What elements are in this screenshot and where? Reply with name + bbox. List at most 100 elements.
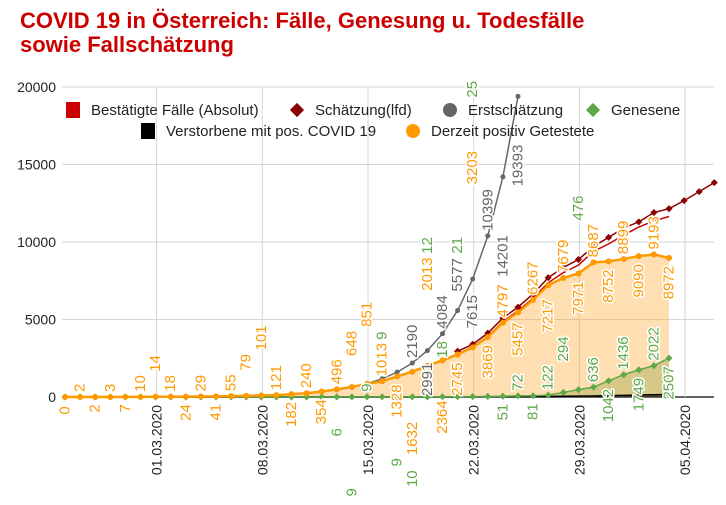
x-tick-label: 01.03.2020 <box>149 405 165 475</box>
data-labels: 2190 2991 4084 5577 7615 10399 14201 19393 0 2 2 3 7… <box>55 79 679 498</box>
legend-label: Erstschätzung <box>468 102 563 119</box>
active-data-label: 182 <box>283 402 300 427</box>
active-point <box>167 393 174 400</box>
recovered-point <box>589 383 598 391</box>
active-data-label: 41 <box>208 404 225 421</box>
active-data-label: 24 <box>177 404 194 421</box>
active-data-label: 29 <box>192 375 209 392</box>
legend-swatch-circle-icon <box>406 124 420 138</box>
first-estimate-point <box>455 308 461 314</box>
active-point <box>560 274 567 281</box>
recovered-data-label: 636 <box>585 357 602 382</box>
chart-title-line2: sowie Fallschätzung <box>20 32 234 57</box>
active-data-label: 8687 <box>585 224 602 257</box>
recovered-data-label: 294 <box>555 336 572 361</box>
active-point <box>77 393 84 400</box>
active-data-label: 55 <box>223 374 240 391</box>
running-estimate-point <box>620 224 628 232</box>
active-cases-area <box>65 254 669 397</box>
running-estimate-point <box>680 197 688 205</box>
first-estimate-data-label: 2991 <box>419 363 436 396</box>
first-estimate-data-label: 10399 <box>479 189 496 231</box>
active-data-label: 8752 <box>600 269 617 302</box>
first-estimate-point <box>515 93 521 99</box>
active-data-label: 2013 <box>419 257 436 290</box>
active-point <box>409 368 416 375</box>
active-point <box>515 309 521 316</box>
running-estimate-point <box>665 205 673 213</box>
recovered-data-label: 18 <box>434 341 451 358</box>
series-lines <box>61 93 718 401</box>
chart-title-line1: COVID 19 in Österreich: Fälle, Genesung … <box>20 8 585 33</box>
running-estimate-point <box>589 243 598 251</box>
legend-label: Schätzung(lfd) <box>315 102 412 119</box>
active-point <box>273 392 280 399</box>
active-data-label: 101 <box>253 325 270 350</box>
recovered-data-label: 10 <box>404 470 421 487</box>
active-data-label: 18 <box>162 375 179 392</box>
y-tick-label: 20000 <box>17 79 56 95</box>
active-point <box>92 393 99 400</box>
recovered-data-label: 2022 <box>645 327 662 360</box>
x-tick-label: 22.03.2020 <box>466 405 482 475</box>
deaths-area <box>65 394 669 397</box>
active-point <box>394 373 401 380</box>
legend-swatch-square-icon <box>66 102 80 118</box>
first-estimate-point <box>394 369 400 375</box>
active-data-label: 4797 <box>494 284 511 317</box>
first-estimate-point <box>409 360 415 366</box>
x-tick-label: 08.03.2020 <box>254 405 270 475</box>
active-point <box>545 282 552 289</box>
active-point <box>228 393 235 400</box>
recovered-data-label: 6 <box>328 428 345 436</box>
recovered-point <box>559 388 567 396</box>
active-data-label: 2 <box>72 384 89 392</box>
legend-swatch-square-icon <box>141 123 155 139</box>
active-data-label: 496 <box>328 359 345 384</box>
first-estimate-point <box>485 233 491 239</box>
active-point <box>575 270 582 277</box>
y-tick-label: 10000 <box>17 234 56 250</box>
active-data-label: 8899 <box>615 221 632 254</box>
recovered-data-label: 1042 <box>600 389 617 422</box>
first-estimate-data-label: 19393 <box>510 145 527 187</box>
recovered-point <box>469 393 477 401</box>
recovered-data-label: 1436 <box>615 336 632 369</box>
recovered-point <box>574 386 582 394</box>
recovered-data-label: 1749 <box>630 378 647 411</box>
active-point <box>318 388 325 395</box>
recovered-point <box>408 393 416 401</box>
active-point <box>666 254 672 261</box>
active-point <box>243 392 250 399</box>
recovered-point <box>333 393 341 401</box>
recovered-data-label: 9 <box>343 488 360 496</box>
running-estimate-point <box>695 188 703 196</box>
running-estimate-point <box>710 179 718 187</box>
axes: 0 5000 10000 15000 20000 01.03.2020 08.03.2020… <box>17 79 693 475</box>
active-data-label: 2364 <box>434 400 451 433</box>
active-data-label: 9090 <box>630 264 647 297</box>
active-point <box>288 391 295 398</box>
recovered-point <box>529 392 537 400</box>
y-tick-label: 15000 <box>17 157 56 173</box>
active-point <box>258 392 265 399</box>
recovered-data-label: 51 <box>494 404 511 421</box>
recovered-point <box>438 393 447 401</box>
legend-swatch-diamond-icon <box>289 102 305 118</box>
active-data-label: 354 <box>313 399 330 424</box>
recovered-point <box>635 366 643 374</box>
active-point <box>620 256 627 263</box>
legend-label: Bestätigte Fälle (Absolut) <box>91 102 259 119</box>
recovered-point <box>514 392 522 400</box>
first-estimate-point <box>470 276 476 282</box>
active-point <box>152 393 159 400</box>
areas <box>65 254 669 397</box>
recovered-area <box>65 358 669 397</box>
active-data-label: 851 <box>359 302 376 327</box>
recovered-data-label: 25 <box>464 81 481 98</box>
first-estimate-data-label: 14201 <box>494 235 511 277</box>
recovered-data-label: 9 <box>359 384 376 392</box>
active-point <box>650 251 657 258</box>
active-data-label: 1632 <box>404 422 421 455</box>
